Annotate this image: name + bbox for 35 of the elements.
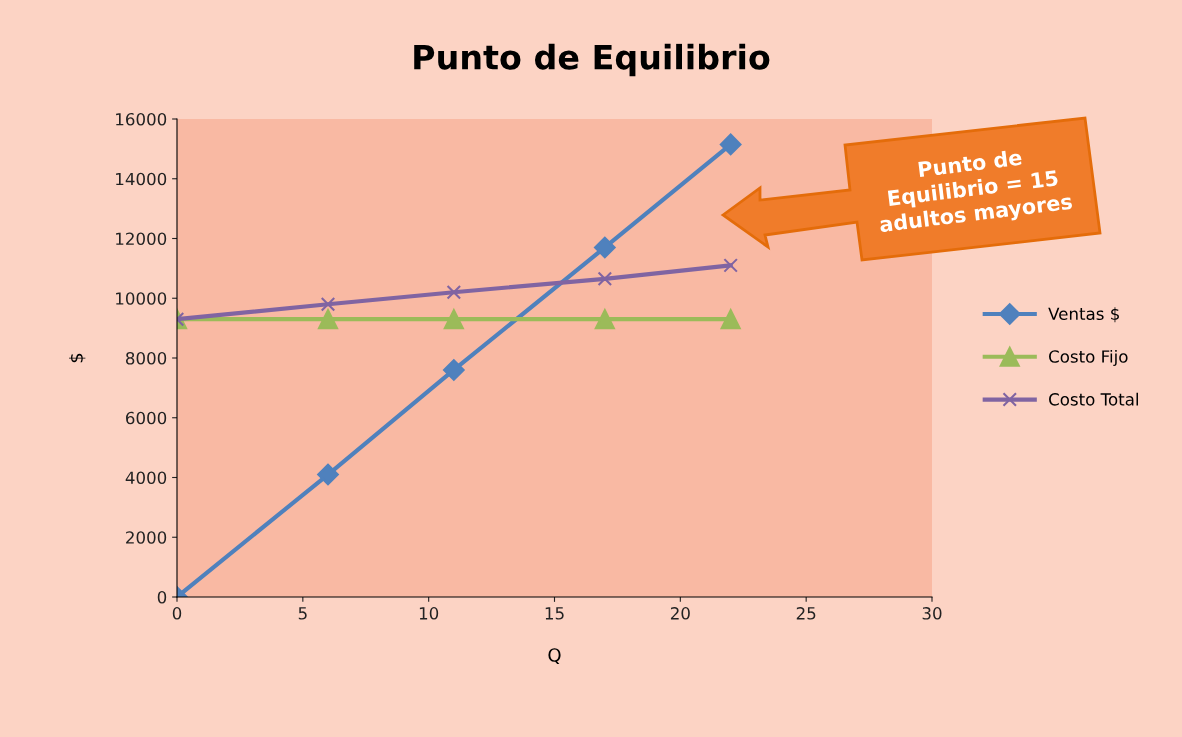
point: [594, 309, 615, 330]
y-tick-label: 2000: [126, 531, 167, 544]
point: [723, 258, 738, 273]
y-tick-label: 8000: [125, 351, 167, 365]
y-axis-title: $: [69, 353, 86, 363]
x-tick-label: 30: [922, 607, 942, 620]
point: [597, 271, 613, 287]
x-tick-label: 15: [545, 607, 564, 620]
legend-label: Costo Total: [1049, 392, 1138, 406]
legend-label: Ventas $: [1048, 307, 1119, 323]
point: [442, 359, 465, 381]
point: [320, 296, 336, 312]
point: [720, 309, 741, 330]
y-tick-label: 16000: [116, 112, 167, 126]
point: [317, 463, 339, 486]
x-axis-title: Q: [548, 648, 561, 664]
x-tick-label: 25: [796, 607, 816, 620]
y-tick-label: 6000: [126, 411, 167, 425]
point: [317, 309, 339, 330]
point: [593, 236, 616, 259]
y-tick-label: 0: [157, 590, 167, 604]
point: [719, 133, 742, 156]
y-tick-label: 4000: [125, 471, 167, 485]
chart-title: Punto de Equilibrio: [414, 43, 770, 77]
y-tick-label: 12000: [116, 232, 167, 246]
x-tick-label: 20: [670, 607, 690, 620]
y-tick-label: 10000: [116, 292, 167, 305]
point: [443, 309, 464, 330]
point: [446, 284, 462, 300]
x-tick-label: 5: [298, 607, 307, 620]
y-tick-label: 14000: [116, 172, 167, 186]
legend-label: Costo Fijo: [1049, 349, 1128, 367]
annotation: Punto de Equilibrio = 15 adultos mayores: [879, 148, 1073, 237]
x-tick-label: 10: [419, 607, 439, 620]
x-tick-label: 0: [172, 607, 182, 620]
